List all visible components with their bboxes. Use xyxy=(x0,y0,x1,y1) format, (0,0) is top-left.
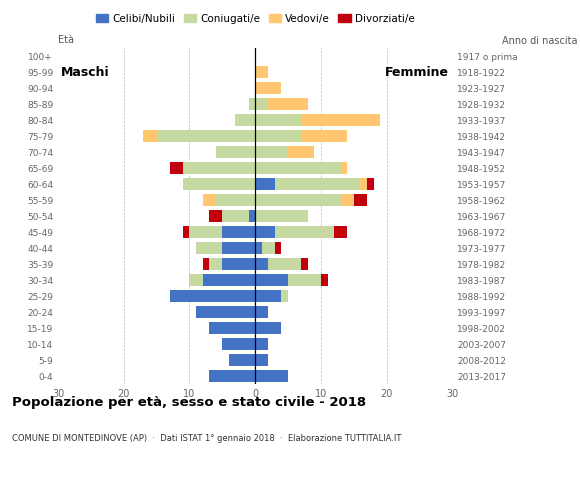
Bar xyxy=(255,210,308,222)
Bar xyxy=(288,145,314,158)
Bar xyxy=(209,210,222,222)
Bar xyxy=(255,337,269,350)
Bar xyxy=(183,162,255,174)
Bar xyxy=(255,370,288,383)
Bar xyxy=(183,226,190,239)
Bar xyxy=(255,193,340,206)
Bar xyxy=(222,210,249,222)
Bar xyxy=(262,241,275,254)
Bar xyxy=(301,114,380,126)
Bar xyxy=(255,145,288,158)
Bar xyxy=(235,114,255,126)
Bar xyxy=(255,354,269,366)
Bar xyxy=(196,241,222,254)
Bar xyxy=(255,130,301,143)
Bar xyxy=(170,162,183,174)
Bar xyxy=(269,97,308,110)
Bar xyxy=(202,258,209,270)
Bar xyxy=(255,114,301,126)
Legend: Celibi/Nubili, Coniugati/e, Vedovi/e, Divorziati/e: Celibi/Nubili, Coniugati/e, Vedovi/e, Di… xyxy=(92,10,419,28)
Bar xyxy=(334,226,347,239)
Text: Popolazione per età, sesso e stato civile - 2018: Popolazione per età, sesso e stato civil… xyxy=(12,396,366,409)
Text: Età: Età xyxy=(58,35,74,45)
Bar xyxy=(255,274,288,287)
Text: COMUNE DI MONTEDINOVE (AP)  ·  Dati ISTAT 1° gennaio 2018  ·  Elaborazione TUTTI: COMUNE DI MONTEDINOVE (AP) · Dati ISTAT … xyxy=(12,434,401,444)
Bar xyxy=(275,178,360,191)
Bar xyxy=(222,241,255,254)
Bar xyxy=(354,193,367,206)
Bar xyxy=(143,130,157,143)
Bar xyxy=(209,258,222,270)
Bar xyxy=(255,289,281,302)
Bar xyxy=(269,258,301,270)
Bar xyxy=(255,178,275,191)
Bar xyxy=(275,226,334,239)
Bar xyxy=(288,274,321,287)
Bar xyxy=(249,97,255,110)
Text: Anno di nascita: Anno di nascita xyxy=(502,36,577,46)
Bar xyxy=(340,162,347,174)
Bar xyxy=(255,306,269,318)
Bar xyxy=(190,226,222,239)
Bar xyxy=(209,370,255,383)
Bar xyxy=(216,193,255,206)
Bar xyxy=(281,289,288,302)
Text: Maschi: Maschi xyxy=(61,65,110,79)
Bar xyxy=(301,130,347,143)
Bar xyxy=(255,97,269,110)
Bar xyxy=(275,241,281,254)
Bar xyxy=(202,274,255,287)
Bar xyxy=(190,274,202,287)
Bar xyxy=(321,274,328,287)
Bar xyxy=(255,322,281,335)
Bar xyxy=(255,258,269,270)
Text: Femmine: Femmine xyxy=(385,65,449,79)
Bar xyxy=(255,66,269,78)
Bar xyxy=(229,354,255,366)
Bar xyxy=(367,178,374,191)
Bar xyxy=(255,226,275,239)
Bar xyxy=(183,178,255,191)
Bar xyxy=(216,145,255,158)
Bar xyxy=(340,193,354,206)
Bar xyxy=(222,337,255,350)
Bar xyxy=(170,289,255,302)
Bar xyxy=(202,193,216,206)
Bar xyxy=(360,178,367,191)
Bar xyxy=(196,306,255,318)
Bar xyxy=(255,82,281,95)
Bar xyxy=(301,258,308,270)
Bar xyxy=(249,210,255,222)
Bar xyxy=(255,162,340,174)
Bar xyxy=(222,226,255,239)
Bar xyxy=(209,322,255,335)
Bar xyxy=(255,241,262,254)
Bar xyxy=(157,130,255,143)
Bar xyxy=(222,258,255,270)
